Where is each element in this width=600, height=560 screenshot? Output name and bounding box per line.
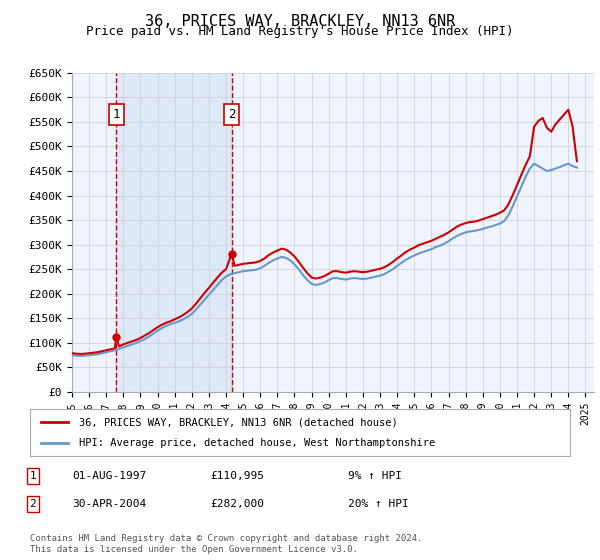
- Text: 36, PRICES WAY, BRACKLEY, NN13 6NR: 36, PRICES WAY, BRACKLEY, NN13 6NR: [145, 14, 455, 29]
- Text: Contains HM Land Registry data © Crown copyright and database right 2024.: Contains HM Land Registry data © Crown c…: [30, 534, 422, 543]
- Text: Price paid vs. HM Land Registry's House Price Index (HPI): Price paid vs. HM Land Registry's House …: [86, 25, 514, 38]
- Text: 2: 2: [228, 108, 235, 121]
- Text: £110,995: £110,995: [210, 471, 264, 481]
- Text: 1: 1: [29, 471, 37, 481]
- Bar: [116, 73, 232, 392]
- Text: £282,000: £282,000: [210, 499, 264, 509]
- Text: 20% ↑ HPI: 20% ↑ HPI: [348, 499, 409, 509]
- Text: HPI: Average price, detached house, West Northamptonshire: HPI: Average price, detached house, West…: [79, 438, 435, 448]
- Text: 36, PRICES WAY, BRACKLEY, NN13 6NR (detached house): 36, PRICES WAY, BRACKLEY, NN13 6NR (deta…: [79, 417, 397, 427]
- Text: This data is licensed under the Open Government Licence v3.0.: This data is licensed under the Open Gov…: [30, 545, 358, 554]
- Text: 1: 1: [112, 108, 120, 121]
- Text: 2: 2: [29, 499, 37, 509]
- Text: 30-APR-2004: 30-APR-2004: [72, 499, 146, 509]
- Text: 01-AUG-1997: 01-AUG-1997: [72, 471, 146, 481]
- Text: 9% ↑ HPI: 9% ↑ HPI: [348, 471, 402, 481]
